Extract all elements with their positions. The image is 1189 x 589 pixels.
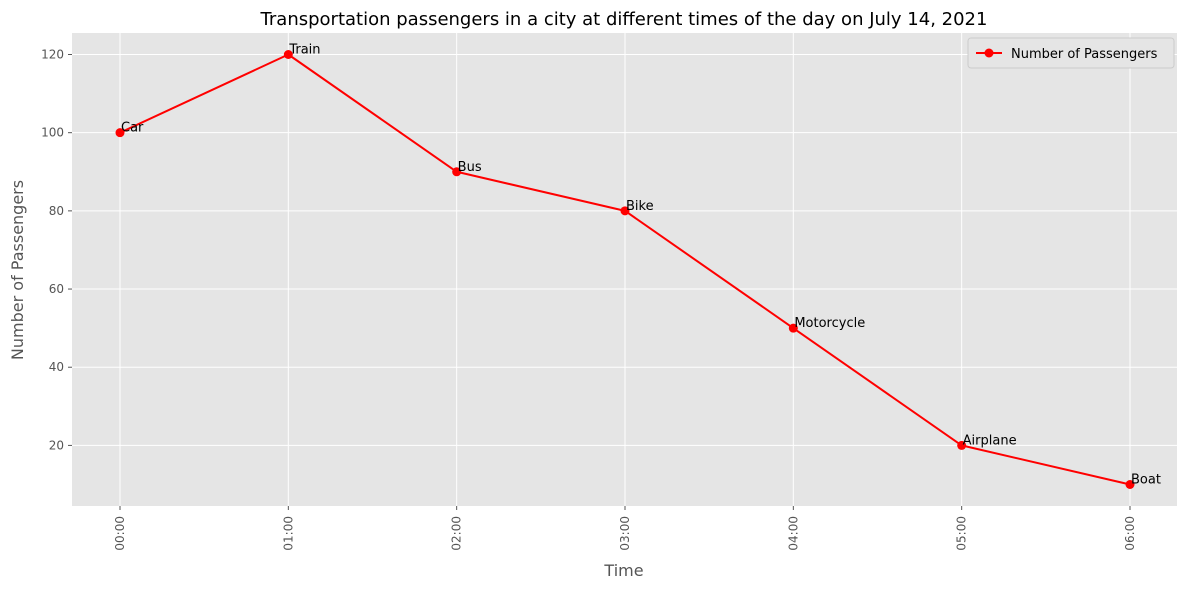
series-layer: Car Train Bus Bike Motorcycle Airplane Boat <box>115 43 1161 489</box>
y-axis-ticks: 20 40 60 80 100 120 <box>41 48 72 452</box>
point-label: Bike <box>626 199 654 214</box>
x-axis-title: Time <box>603 561 643 580</box>
y-tick-label: 20 <box>49 438 64 452</box>
legend-label: Number of Passengers <box>1011 47 1158 62</box>
point-label: Boat <box>1131 473 1161 488</box>
x-tick-label: 02:00 <box>450 516 464 551</box>
point-label: Car <box>121 121 144 136</box>
x-tick-label: 00:00 <box>113 516 127 551</box>
x-tick-label: 06:00 <box>1123 516 1137 551</box>
legend-marker-swatch <box>984 48 994 58</box>
data-point <box>1125 480 1135 489</box>
data-point <box>283 50 293 59</box>
y-tick-label: 80 <box>49 204 64 218</box>
legend-box <box>967 37 1175 69</box>
point-label: Train <box>288 43 320 58</box>
chart-title: Transportation passengers in a city at d… <box>260 9 988 30</box>
x-tick-label: 03:00 <box>618 516 632 551</box>
y-tick-label: 60 <box>49 282 64 296</box>
y-axis-title: Number of Passengers <box>8 180 27 360</box>
point-label: Motorcycle <box>794 316 865 331</box>
x-tick-label: 05:00 <box>955 516 969 551</box>
x-tick-label: 01:00 <box>281 516 295 551</box>
data-point <box>957 440 967 450</box>
data-point <box>115 128 125 138</box>
y-tick-label: 40 <box>49 360 64 374</box>
legend: Number of Passengers <box>967 37 1175 69</box>
x-tick-label: 04:00 <box>786 516 800 551</box>
x-axis-ticks: 00:00 01:00 02:00 03:00 04:00 05:00 06:00 <box>113 506 1137 551</box>
data-point <box>452 167 462 177</box>
data-point <box>788 323 798 333</box>
point-label: Airplane <box>963 433 1017 448</box>
y-tick-label: 120 <box>41 48 64 62</box>
data-point <box>620 206 630 216</box>
y-tick-label: 100 <box>41 126 64 140</box>
point-label: Bus <box>458 160 482 175</box>
